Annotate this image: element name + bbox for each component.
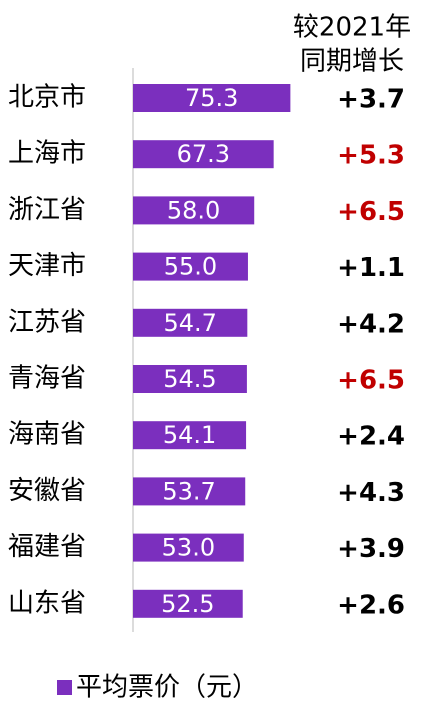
bar: [133, 477, 246, 506]
data-label: 52.5: [161, 590, 214, 618]
change-label: +3.9: [337, 534, 405, 564]
data-label: 54.1: [163, 421, 216, 449]
change-label: +6.5: [337, 366, 405, 396]
category-label: 江苏省: [8, 307, 86, 337]
bar: [133, 421, 247, 450]
category-label: 天津市: [8, 251, 86, 281]
bar: [133, 84, 291, 112]
category-label: 青海省: [8, 364, 86, 394]
data-label: 54.5: [163, 365, 216, 393]
category-label: 海南省: [8, 420, 86, 450]
bar: [133, 308, 248, 337]
data-label: 53.7: [162, 477, 215, 505]
column-header: 同期增长: [300, 47, 404, 77]
change-label: +1.1: [337, 253, 405, 283]
change-label: +2.4: [337, 422, 405, 452]
category-label: 安徽省: [8, 476, 86, 506]
category-label: 上海市: [8, 139, 86, 169]
data-label: 53.0: [162, 534, 215, 562]
data-label: 75.3: [185, 84, 238, 112]
bar: [133, 196, 255, 225]
legend-label: 平均票价（元）: [76, 673, 258, 701]
bar: [133, 140, 274, 169]
category-label: 山东省: [8, 588, 86, 618]
column-header: 较2021年: [293, 13, 411, 43]
category-label: 北京市: [8, 83, 86, 113]
bar: [133, 589, 243, 618]
data-label: 58.0: [167, 196, 220, 224]
change-label: +4.2: [337, 309, 405, 339]
change-label: +4.3: [337, 478, 405, 508]
bar: [133, 252, 248, 281]
data-label: 55.0: [164, 253, 217, 281]
legend-swatch: [57, 680, 72, 695]
change-label: +6.5: [337, 197, 405, 227]
category-label: 浙江省: [8, 195, 86, 225]
category-label: 福建省: [8, 532, 86, 562]
change-label: +5.3: [337, 141, 405, 171]
data-label: 67.3: [177, 140, 230, 168]
data-label: 54.7: [163, 309, 216, 337]
change-label: +2.6: [337, 590, 405, 620]
bar: [133, 365, 247, 393]
bar: [133, 533, 244, 562]
change-label: +3.7: [337, 85, 405, 115]
